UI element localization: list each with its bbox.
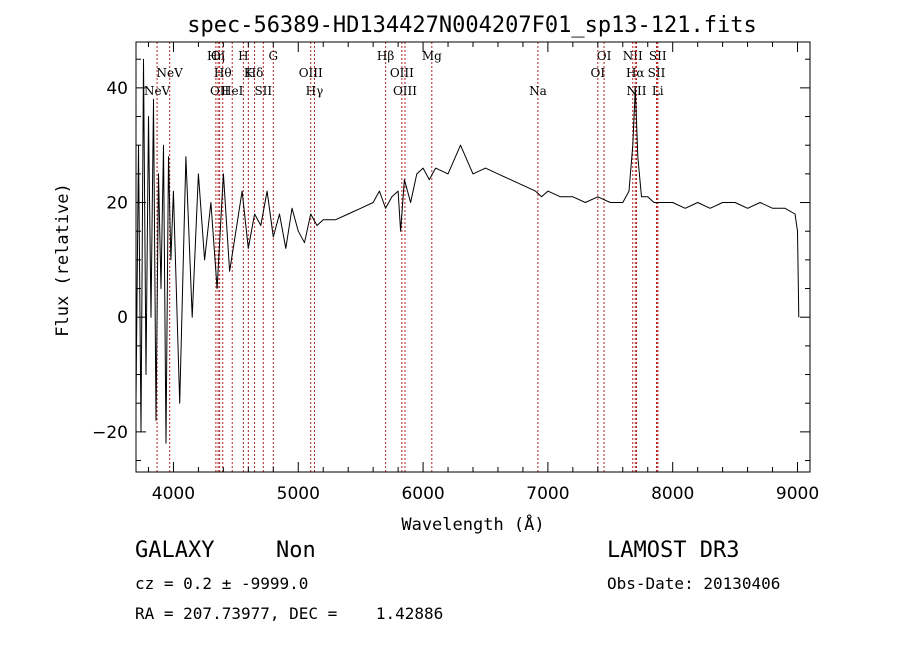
axis-ticks: 4000 5000 6000 7000 8000 9000 −20 0 20 40	[92, 42, 819, 504]
x-tick-label: 7000	[526, 484, 569, 504]
line-marker-label: G	[268, 49, 278, 63]
x-axis-label: Wavelength (Å)	[401, 513, 544, 535]
x-tick-label: 8000	[651, 484, 694, 504]
line-marker-label: Hθ	[214, 66, 232, 80]
line-marker-label: Hγ	[306, 84, 324, 98]
y-tick-label: 40	[106, 79, 128, 99]
series-layer	[135, 58, 800, 444]
line-marker-label: Hα	[626, 66, 645, 80]
line-marker-label: OII	[210, 84, 230, 98]
line-marker-label: OI	[591, 66, 606, 80]
line-marker-label: HeI	[221, 84, 244, 98]
y-axis-label: Flux (relative)	[53, 183, 73, 337]
plot-frame	[135, 41, 811, 473]
line-marker-label: NeV	[144, 84, 171, 98]
x-tick-label: 5000	[277, 484, 320, 504]
line-marker-label: OIII	[299, 66, 323, 80]
line-marker-label: Mg	[422, 49, 442, 63]
survey-name: LAMOST DR3	[607, 538, 740, 563]
line-marker-label: SII	[254, 84, 272, 98]
line-marker-label: K	[244, 66, 254, 80]
line-marker-label: Li	[652, 84, 664, 98]
line-marker-label: Hβ	[377, 49, 394, 63]
line-marker-label: NII	[627, 84, 647, 98]
line-marker-label: Hη	[207, 49, 225, 63]
redshift-readout: cz = 0.2 ± -9999.0	[135, 574, 309, 593]
x-tick-label: 9000	[776, 484, 819, 504]
object-subclass: Non	[276, 538, 316, 563]
line-marker-label: OIII	[393, 84, 417, 98]
obs-date: Obs-Date: 20130406	[607, 574, 781, 593]
coordinates: RA = 207.73977, DEC = 1.42886	[135, 604, 444, 623]
line-marker-label: NeV	[157, 66, 184, 80]
x-tick-label: 6000	[401, 484, 444, 504]
line-marker-label: NII	[623, 49, 643, 63]
y-tick-label: 20	[106, 194, 128, 214]
y-tick-label: 0	[117, 308, 128, 328]
x-tick-label: 4000	[152, 484, 195, 504]
line-marker-label: OI	[597, 49, 612, 63]
line-marker-label: Na	[529, 84, 547, 98]
line-marker-label: OIII	[390, 66, 414, 80]
object-type: GALAXY	[135, 538, 215, 563]
line-marker-label: OI	[211, 49, 226, 63]
y-tick-label: −20	[92, 423, 128, 443]
line-marker-label: H	[238, 49, 248, 63]
line-marker-label: SII	[648, 66, 666, 80]
line-marker-label: Hδ	[246, 66, 264, 80]
chart-title: spec-56389-HD134427N004207F01_sp13-121.f…	[187, 13, 757, 38]
series-line-flux	[135, 58, 800, 444]
